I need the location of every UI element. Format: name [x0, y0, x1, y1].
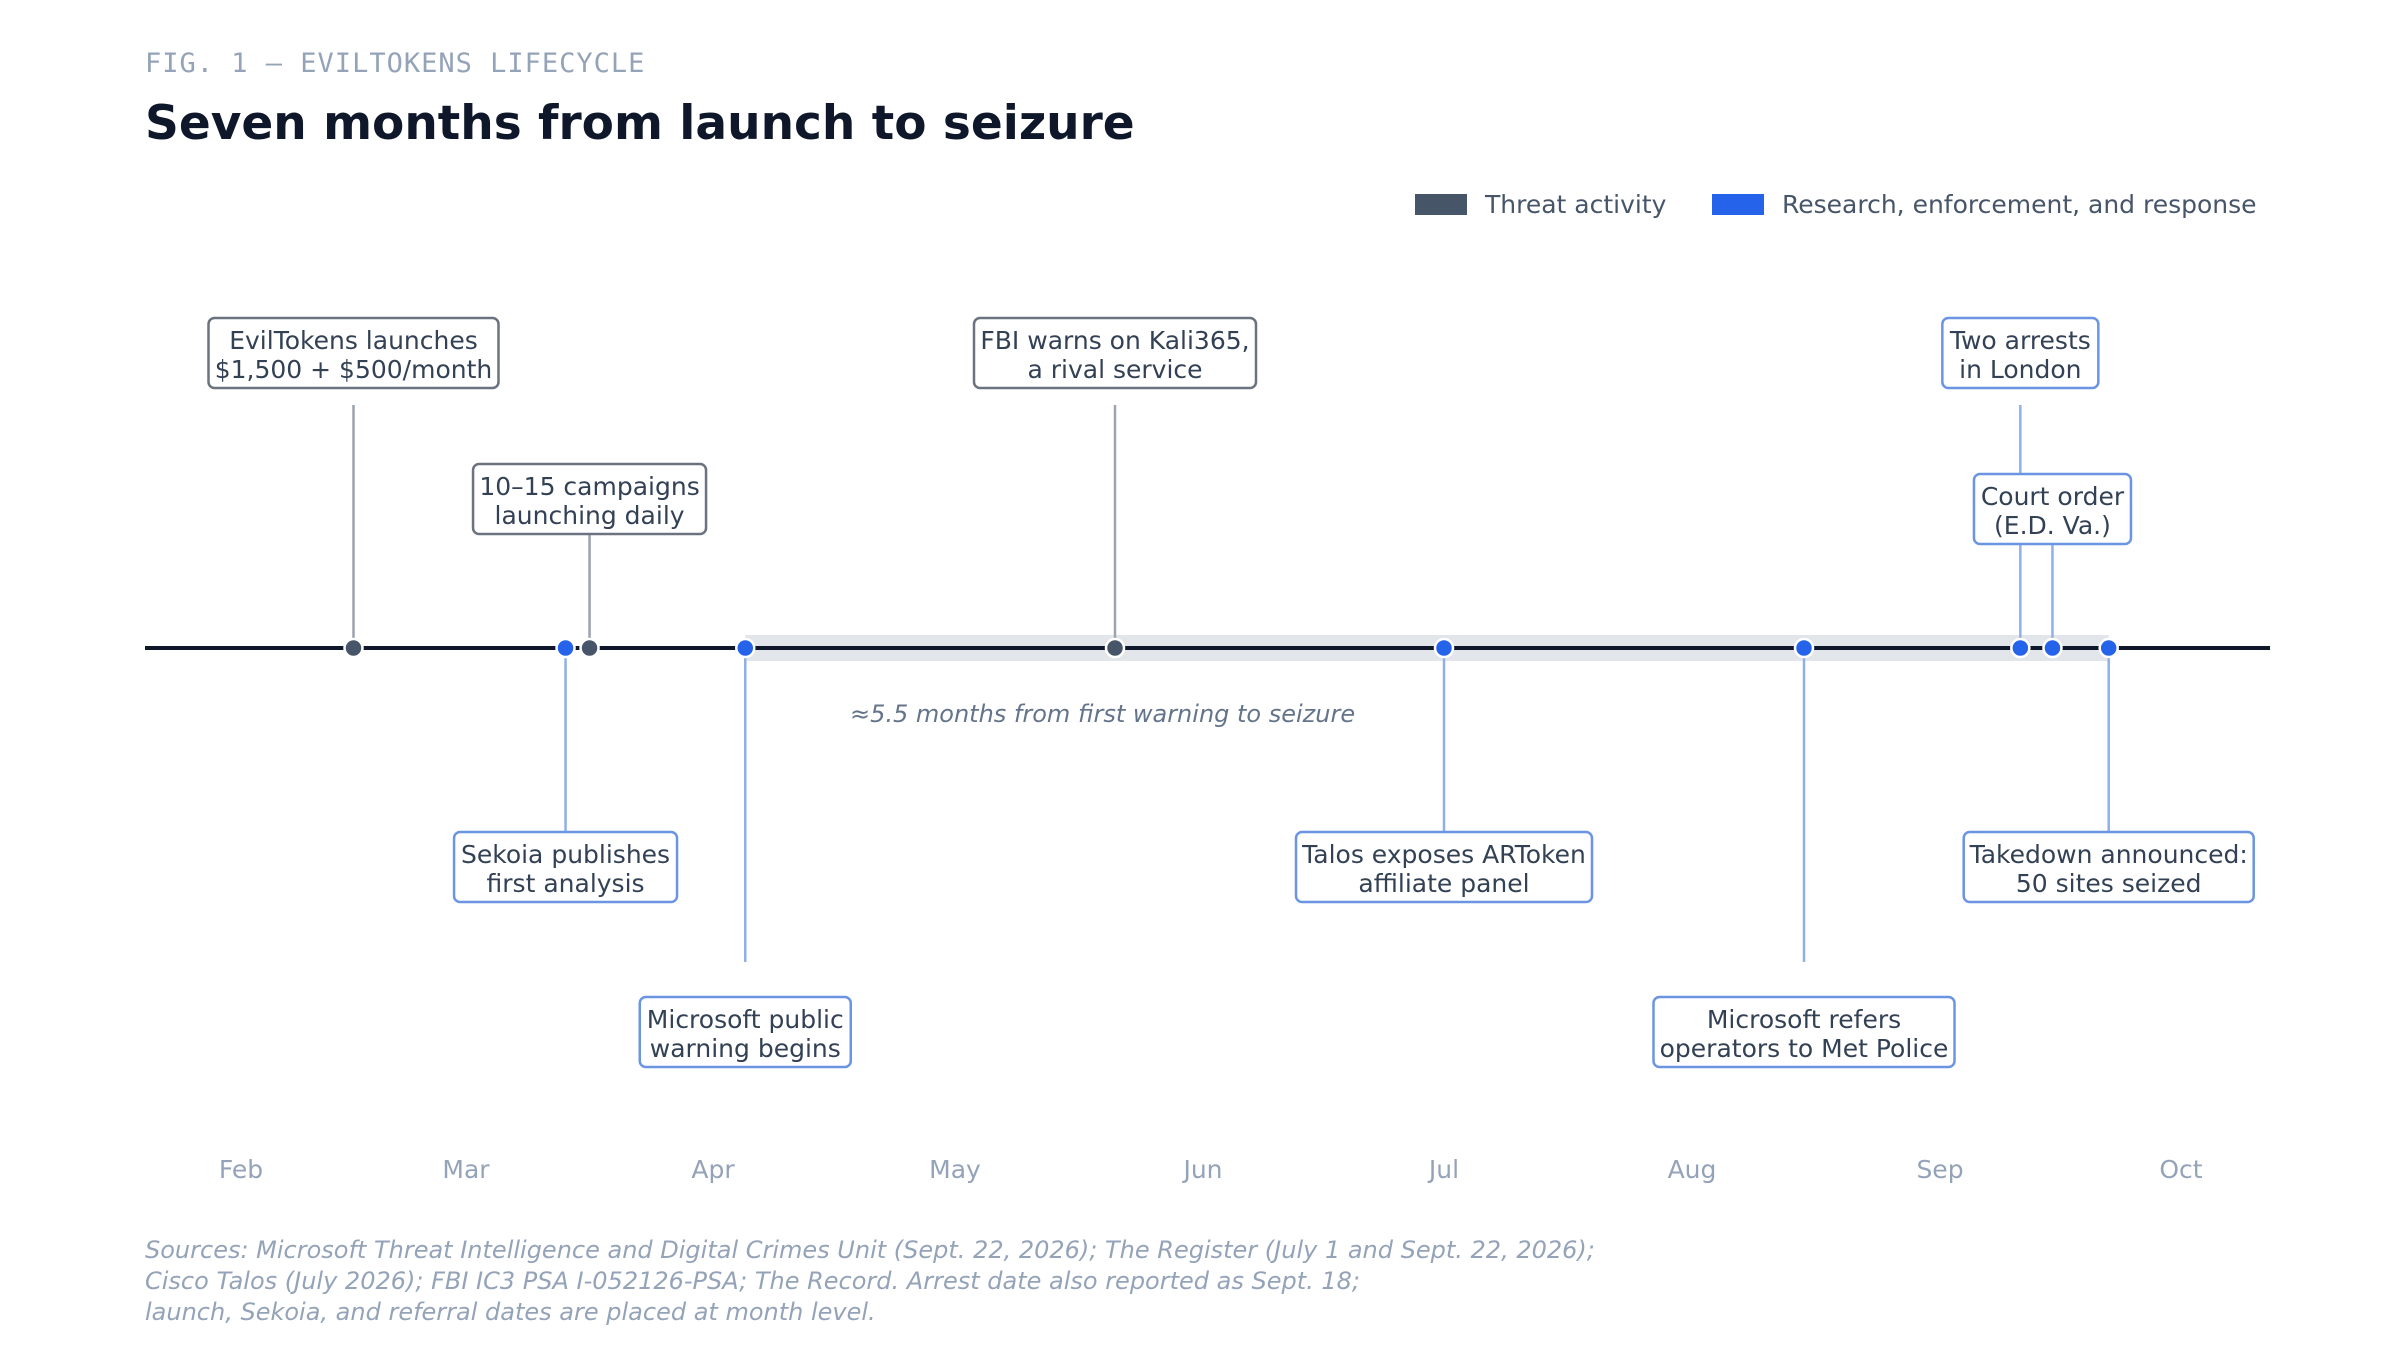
legend-item-research: Research, enforcement, and response — [1712, 190, 2257, 219]
event-dot — [2098, 637, 2119, 659]
event-label-text: first analysis — [487, 869, 645, 898]
event-label-box — [1652, 995, 1956, 1069]
event-label-box — [471, 462, 708, 536]
event-label-text: FBI warns on Kali365, — [980, 326, 1249, 355]
event-label-text: launching daily — [495, 501, 685, 530]
event-label-box — [1294, 830, 1594, 904]
event-dot — [579, 637, 600, 659]
event-label-text: warning begins — [650, 1034, 841, 1063]
event-label-text: Takedown announced: — [1969, 840, 2248, 869]
month-label: Jun — [1181, 1155, 1222, 1184]
event-label-box — [972, 316, 1258, 390]
event-label-text: operators to Met Police — [1660, 1034, 1949, 1063]
legend-swatch-research — [1712, 194, 1764, 215]
event-label-text: Sekoia publishes — [461, 840, 670, 869]
event-label-text: in London — [1959, 355, 2081, 384]
month-label: Oct — [2159, 1155, 2202, 1184]
event-label-text: Two arrests — [1949, 326, 2091, 355]
event-dot — [2042, 637, 2063, 659]
sources-line: launch, Sekoia, and referral dates are p… — [145, 1298, 876, 1326]
event-label-text: Microsoft public — [647, 1005, 844, 1034]
month-label: Mar — [442, 1155, 490, 1184]
sources-note: Sources: Microsoft Threat Intelligence a… — [145, 1235, 1845, 1328]
event-dot — [735, 637, 756, 659]
event-label-box — [1941, 316, 2100, 390]
event-dot — [1104, 637, 1126, 659]
event-label-text: Court order — [1981, 482, 2125, 511]
legend-label-research: Research, enforcement, and response — [1782, 190, 2257, 219]
event-label-box — [207, 316, 500, 390]
event-label-text: EvilTokens launches — [229, 326, 478, 355]
figure-kicker: FIG. 1 — EVILTOKENS LIFECYCLE — [145, 48, 646, 79]
span-label: ≈5.5 months from first warning to seizur… — [850, 700, 1355, 728]
event-label-text: 50 sites seized — [2016, 869, 2202, 898]
event-label-text: a rival service — [1027, 355, 1202, 384]
event-label-text: Microsoft refers — [1707, 1005, 1901, 1034]
legend-label-threat: Threat activity — [1485, 190, 1667, 219]
sources-line: Cisco Talos (July 2026); FBI IC3 PSA I-0… — [145, 1267, 1361, 1295]
event-dot — [1433, 637, 1455, 659]
sources-line: Sources: Microsoft Threat Intelligence a… — [145, 1236, 1595, 1264]
event-label-text: (E.D. Va.) — [1994, 511, 2111, 540]
month-label: May — [929, 1155, 981, 1184]
event-label-box — [1972, 472, 2133, 546]
month-label: Apr — [691, 1155, 735, 1184]
legend-item-threat: Threat activity — [1415, 190, 1666, 219]
month-label: Sep — [1916, 1155, 1963, 1184]
legend-swatch-threat — [1415, 194, 1467, 215]
event-label-text: Talos exposes ARToken — [1301, 840, 1586, 869]
event-dot — [555, 637, 576, 659]
page-title: Seven months from launch to seizure — [145, 96, 1135, 151]
event-label-text: $1,500 + $500/month — [215, 355, 493, 384]
month-label: Jul — [1427, 1155, 1459, 1184]
month-label: Feb — [219, 1155, 263, 1184]
event-label-box — [452, 830, 679, 904]
event-dot — [343, 637, 364, 659]
event-label-text: affiliate panel — [1358, 869, 1529, 898]
event-dot — [1793, 637, 1815, 659]
event-label-box — [638, 995, 853, 1069]
event-label-box — [1962, 830, 2255, 904]
event-label-text: 10–15 campaigns — [479, 472, 699, 501]
event-dot — [2010, 637, 2031, 659]
month-label: Aug — [1668, 1155, 1717, 1184]
